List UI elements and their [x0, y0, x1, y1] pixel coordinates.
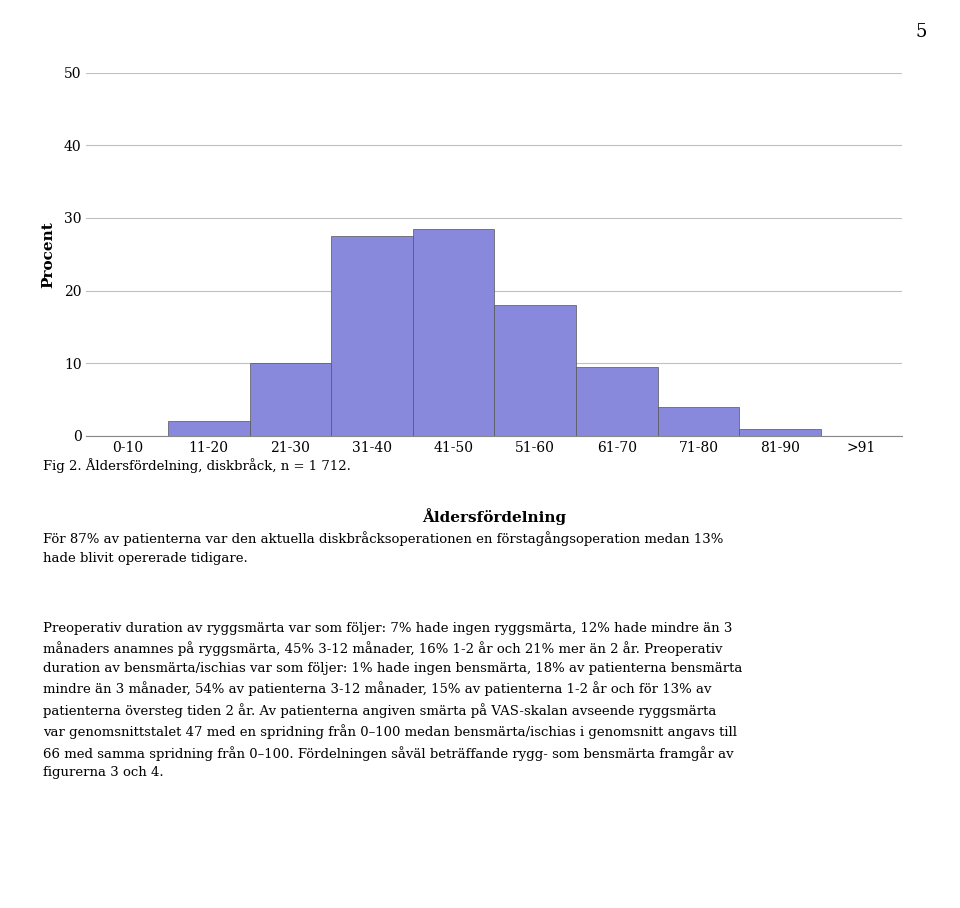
Text: Åldersfördelning: Åldersfördelning [422, 508, 566, 526]
Bar [658, 407, 739, 436]
Bar [168, 421, 250, 436]
Bar [250, 363, 331, 436]
Bar [739, 429, 821, 436]
Y-axis label: Procent: Procent [41, 221, 56, 288]
Bar [413, 229, 494, 436]
Bar [576, 367, 658, 436]
Text: Fig 2. Åldersfördelning, diskbråck, n = 1 712.: Fig 2. Åldersfördelning, diskbråck, n = … [43, 459, 351, 473]
Text: 5: 5 [915, 23, 926, 41]
Text: Preoperativ duration av ryggsmärta var som följer: 7% hade ingen ryggsmärta, 12%: Preoperativ duration av ryggsmärta var s… [43, 622, 743, 779]
Text: För 87% av patienterna var den aktuella diskbråcksoperationen en förstagångsoper: För 87% av patienterna var den aktuella … [43, 531, 724, 565]
Bar [494, 305, 576, 436]
Bar [331, 236, 413, 436]
